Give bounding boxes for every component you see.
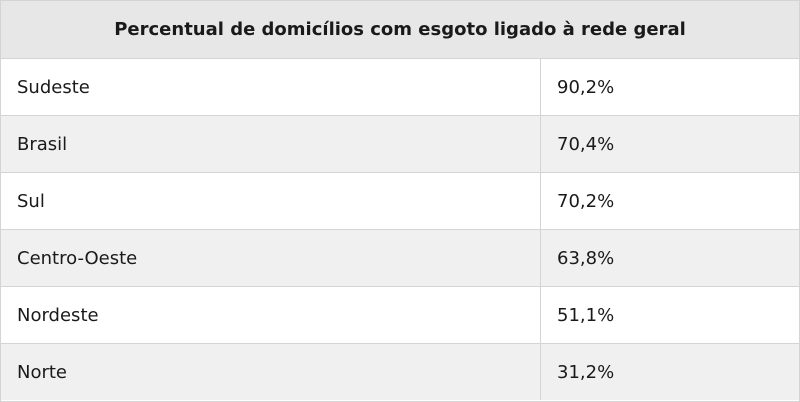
value-cell: 90,2% [557,76,615,98]
region-cell: Sudeste [1,59,541,115]
table-row: Sul 70,2% [1,173,799,230]
value-cell: 51,1% [557,304,615,326]
region-cell: Nordeste [1,287,541,343]
value-cell: 31,2% [557,361,615,383]
table-body: Sudeste 90,2% Brasil 70,4% Sul 70,2% Centro-Oe… [1,59,799,400]
table-title: Percentual de domicílios com esgoto liga… [1,1,799,59]
table-row: Sudeste 90,2% [1,59,799,116]
value-cell: 70,2% [557,190,615,212]
value-cell: 70,4% [557,133,615,155]
region-cell: Norte [1,344,541,400]
table-row: Centro-Oeste 63,8% [1,230,799,287]
table-row: Norte 31,2% [1,344,799,400]
region-cell: Centro-Oeste [1,230,541,286]
table-row: Nordeste 51,1% [1,287,799,344]
table-row: Brasil 70,4% [1,116,799,173]
region-cell: Brasil [1,116,541,172]
region-cell: Sul [1,173,541,229]
value-cell: 63,8% [557,247,615,269]
